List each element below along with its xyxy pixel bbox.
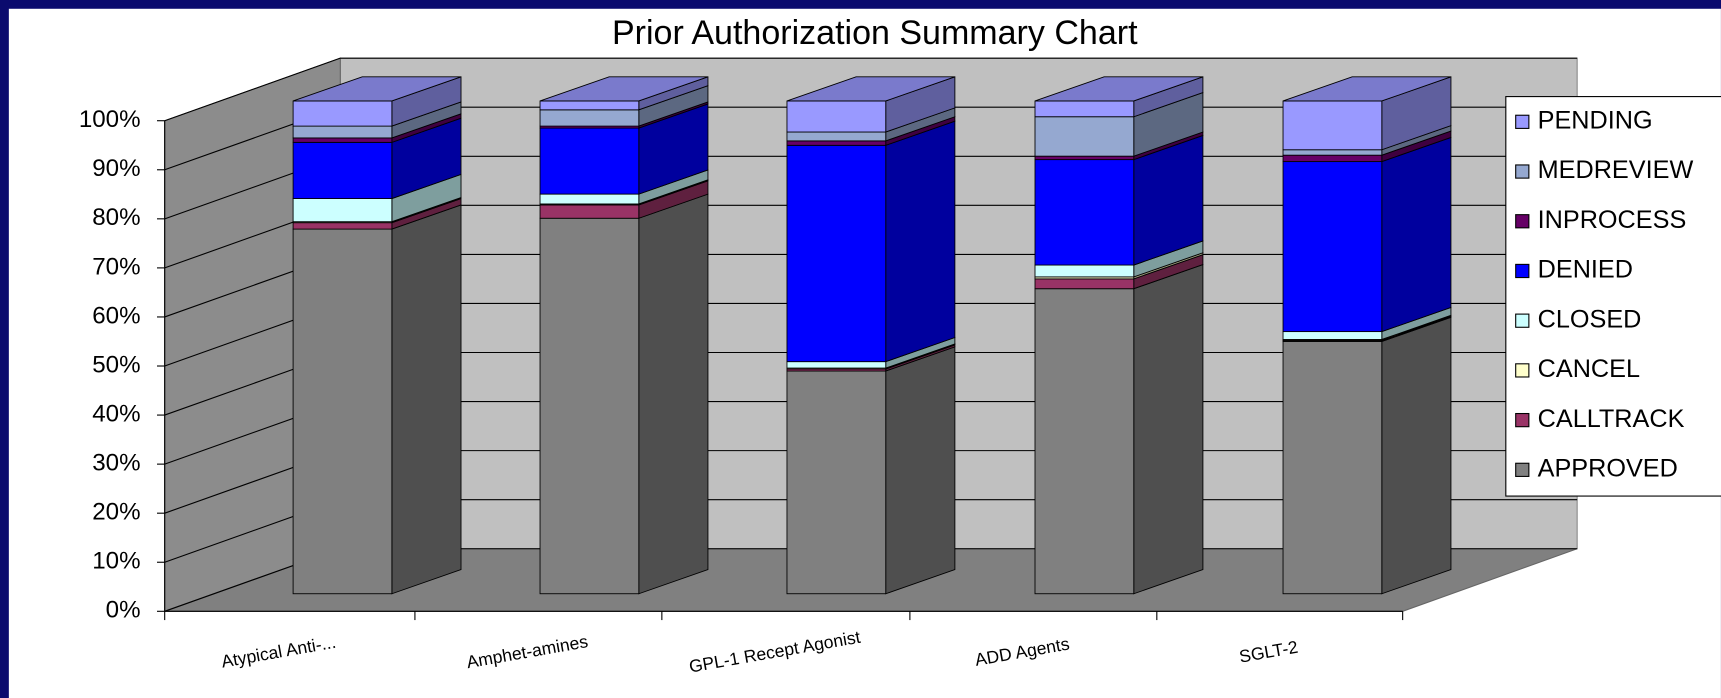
legend bbox=[1505, 96, 1721, 497]
legend-marker bbox=[1515, 263, 1530, 279]
bar-segment bbox=[786, 131, 887, 142]
legend-label: CALLTRACK bbox=[1538, 405, 1685, 433]
bar-segment bbox=[1034, 159, 1135, 266]
bar-segment bbox=[786, 370, 887, 595]
legend-marker bbox=[1515, 214, 1530, 229]
legend-label: CLOSED bbox=[1538, 305, 1642, 333]
bar-segment bbox=[292, 137, 393, 143]
bar-segment bbox=[539, 217, 640, 595]
bar-top bbox=[292, 76, 462, 102]
bar-side bbox=[1133, 263, 1204, 595]
legend-label: DENIED bbox=[1538, 256, 1633, 284]
y-tick-label: 0% bbox=[106, 597, 141, 624]
bar-top bbox=[786, 76, 956, 102]
bar-segment bbox=[786, 100, 887, 133]
bar-top bbox=[539, 76, 709, 102]
bar-side bbox=[1381, 316, 1452, 595]
grid-line bbox=[164, 57, 1578, 122]
bar-segment bbox=[292, 141, 393, 199]
bar-segment bbox=[539, 204, 640, 219]
bar-segment bbox=[1282, 154, 1383, 163]
bar-segment bbox=[786, 140, 887, 146]
bar-top bbox=[1034, 76, 1204, 102]
bar-side bbox=[391, 204, 462, 595]
bar-segment bbox=[786, 144, 887, 363]
y-tick-label: 100% bbox=[79, 106, 141, 133]
y-tick-label: 50% bbox=[92, 351, 140, 378]
y-tick-label: 30% bbox=[92, 450, 140, 477]
legend-label: INPROCESS bbox=[1538, 206, 1687, 234]
legend-marker bbox=[1515, 114, 1530, 129]
y-tick-label: 90% bbox=[92, 155, 140, 182]
bar-segment bbox=[1034, 288, 1135, 595]
bar-segment bbox=[1282, 341, 1383, 595]
bar-segment bbox=[1282, 331, 1383, 340]
bar-segment bbox=[292, 125, 393, 139]
legend-marker bbox=[1515, 412, 1530, 428]
legend-label: APPROVED bbox=[1538, 455, 1678, 483]
bar-segment bbox=[1034, 100, 1135, 118]
y-tick-label: 40% bbox=[92, 400, 140, 427]
bar-side bbox=[885, 120, 956, 363]
legend-label: PENDING bbox=[1538, 106, 1653, 134]
bar-segment bbox=[539, 109, 640, 127]
y-tick-label: 60% bbox=[92, 302, 140, 329]
bar-side bbox=[1381, 136, 1452, 333]
bars bbox=[292, 76, 1452, 595]
legend-label: MEDREVIEW bbox=[1538, 156, 1694, 184]
bar-segment bbox=[1034, 264, 1135, 278]
bar-segment bbox=[1282, 149, 1383, 156]
bar-segment bbox=[1034, 155, 1135, 161]
bar-segment bbox=[539, 100, 640, 111]
chart-title: Prior Authorization Summary Chart bbox=[612, 14, 1138, 52]
y-tick-label: 80% bbox=[92, 204, 140, 231]
legend-label: CANCEL bbox=[1538, 355, 1640, 383]
y-tick-label: 10% bbox=[92, 548, 140, 575]
bar-segment bbox=[1034, 116, 1135, 157]
bar-segment bbox=[539, 193, 640, 205]
bar-segment bbox=[292, 228, 393, 595]
legend-marker bbox=[1515, 164, 1530, 179]
bar-segment bbox=[292, 222, 393, 230]
bar-side bbox=[885, 346, 956, 595]
bar-segment bbox=[292, 100, 393, 127]
legend-marker bbox=[1515, 462, 1530, 477]
bar-segment bbox=[1282, 100, 1383, 151]
y-tick-label: 20% bbox=[92, 499, 140, 526]
legend-marker bbox=[1515, 313, 1530, 328]
bar-segment bbox=[292, 198, 393, 223]
y-tick-label: 70% bbox=[92, 253, 140, 280]
bar-segment bbox=[539, 127, 640, 195]
bar-segment bbox=[1282, 161, 1383, 333]
bar-top bbox=[1282, 76, 1452, 102]
legend-marker bbox=[1515, 363, 1530, 378]
bar-segment bbox=[786, 361, 887, 369]
bar-segment bbox=[1034, 278, 1135, 290]
bar-side bbox=[638, 193, 709, 595]
